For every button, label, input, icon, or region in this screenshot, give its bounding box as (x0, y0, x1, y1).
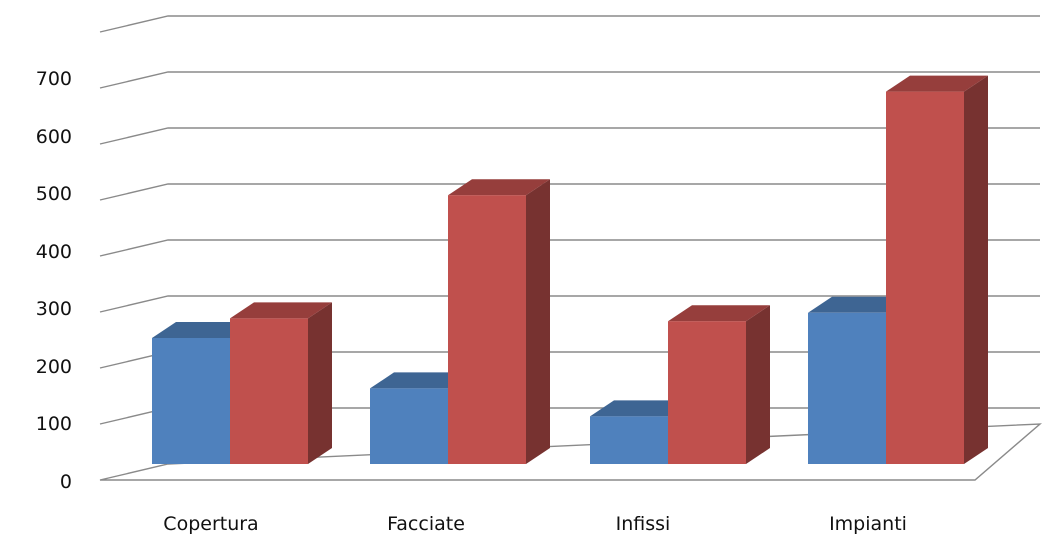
y-tick-label-100: 100 (36, 413, 72, 435)
bar-infissi-series-2 (668, 305, 770, 464)
bars-layer (152, 75, 988, 464)
bar-facciate-series-2 (448, 179, 550, 464)
y-tick-label-500: 500 (36, 183, 72, 205)
y-tick-label-0: 0 (60, 471, 72, 493)
gridline-400 (99, 239, 1040, 257)
gridline-800 (99, 15, 1040, 33)
y-axis-ticks: 0 100 200 300 400 500 600 700 (36, 68, 72, 493)
gridline-500 (99, 183, 1040, 201)
gridline-700 (99, 71, 1040, 89)
x-axis-categories: Copertura Facciate Infissi Impianti (163, 513, 907, 535)
y-tick-label-200: 200 (36, 356, 72, 378)
y-tick-label-400: 400 (36, 241, 72, 263)
category-label-facciate: Facciate (387, 513, 465, 535)
bar-impianti-series-2 (886, 75, 988, 464)
floor-plane (99, 423, 1042, 481)
category-label-infissi: Infissi (616, 513, 671, 535)
y-tick-label-300: 300 (36, 298, 72, 320)
gridline-600 (99, 127, 1040, 145)
y-tick-label-700: 700 (36, 68, 72, 90)
category-label-copertura: Copertura (163, 513, 258, 535)
category-label-impianti: Impianti (829, 513, 907, 535)
grid-layer (99, 15, 1042, 481)
y-tick-label-600: 600 (36, 126, 72, 148)
bar-copertura-series-2 (230, 302, 332, 464)
gridline-300 (99, 295, 1040, 313)
